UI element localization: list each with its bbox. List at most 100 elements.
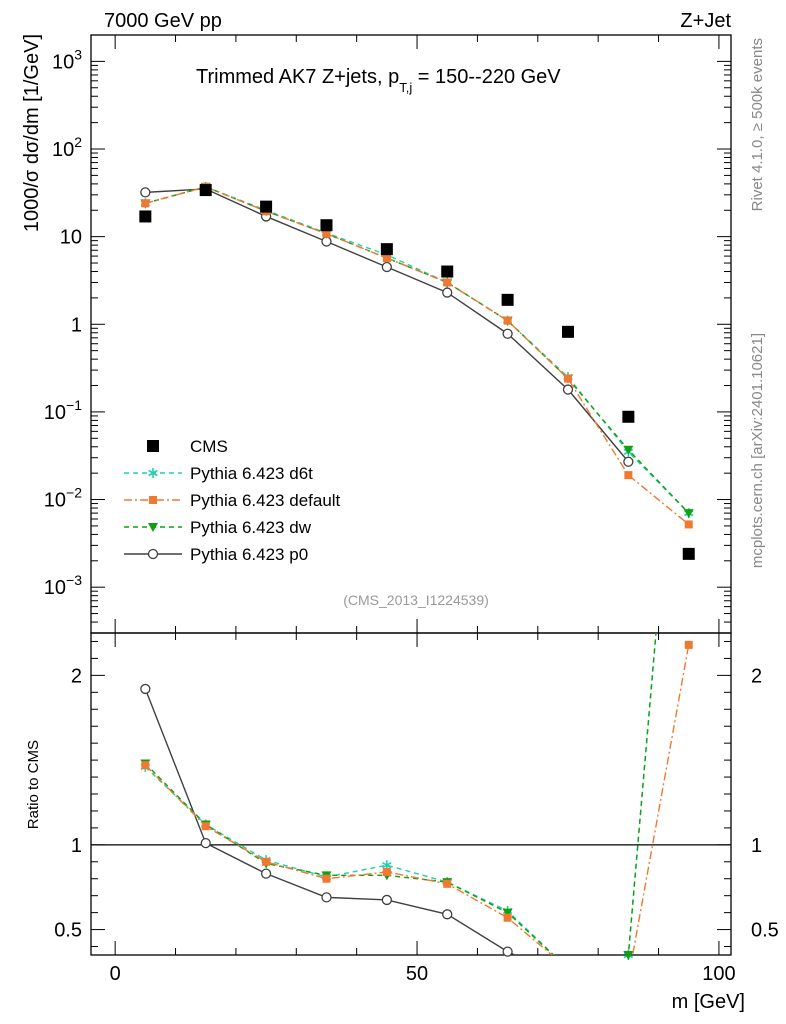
x-tick-label: 100 xyxy=(702,963,735,985)
data-point xyxy=(623,456,634,467)
data-point xyxy=(140,187,151,198)
legend-item: Pythia 6.423 dw xyxy=(124,518,312,537)
data-point xyxy=(562,384,574,395)
data-point xyxy=(201,822,210,831)
title-main: Trimmed AK7 Z+jets, p xyxy=(196,66,399,88)
series-line xyxy=(145,188,629,463)
data-point xyxy=(682,547,695,560)
data-point xyxy=(684,520,693,529)
series-line xyxy=(145,186,690,525)
data-point xyxy=(141,199,150,208)
data-point xyxy=(148,523,158,532)
axis-ticks: 0 50 100 10−3 10−2 10−1 1 10 102 103 0.5 0.5 1 1 2 2 xyxy=(44,34,779,985)
data-point xyxy=(140,683,151,695)
title-sub: T,j xyxy=(399,80,412,95)
main-plot-frame xyxy=(90,34,732,634)
ratio-y-tick-label-right: 1 xyxy=(751,835,762,857)
legend-label: Pythia 6.423 default xyxy=(190,491,341,510)
data-point xyxy=(147,548,159,560)
ratio-y-tick-label-right: 2 xyxy=(751,665,762,687)
data-point xyxy=(502,946,513,957)
data-point xyxy=(683,509,694,519)
data-point xyxy=(622,410,635,423)
data-point xyxy=(501,293,514,306)
data-point xyxy=(322,229,331,238)
data-point xyxy=(321,892,332,903)
data-point xyxy=(260,200,273,213)
data-point xyxy=(199,184,212,197)
data-point xyxy=(380,243,393,256)
title-tail: = 150--220 GeV xyxy=(412,66,561,88)
legend-item: Pythia 6.423 d6t xyxy=(124,464,313,483)
data-point xyxy=(561,325,574,338)
header-right: Z+Jet xyxy=(680,10,731,32)
star-stroke xyxy=(148,469,158,477)
data-point xyxy=(684,640,693,649)
data-point xyxy=(148,468,158,478)
data-point xyxy=(502,908,513,918)
data-point xyxy=(443,879,452,888)
ratio-series-line xyxy=(144,633,657,955)
data-point xyxy=(623,951,634,960)
header-left: 7000 GeV pp xyxy=(104,10,222,32)
data-point xyxy=(563,374,572,383)
data-point xyxy=(382,254,391,263)
ratio-y-tick-label: 1 xyxy=(71,835,82,857)
data-point xyxy=(624,471,633,480)
data-point xyxy=(141,761,150,770)
mcplots-label: mcplots.cern.ch [arXiv:2401.10621] xyxy=(749,333,766,568)
data-point xyxy=(147,440,159,452)
y-tick-label: 102 xyxy=(52,134,82,161)
data-point xyxy=(382,867,391,876)
ratio-y-tick-label-right: 0.5 xyxy=(751,920,779,942)
main-y-label: 1000/σ dσ/dm [1/GeV] xyxy=(21,34,43,232)
data-point xyxy=(381,261,392,273)
legend-item: Pythia 6.423 default xyxy=(124,491,341,510)
legend-label: Pythia 6.423 d6t xyxy=(190,464,313,483)
ratio-series xyxy=(91,633,731,960)
y-tick-label: 103 xyxy=(52,46,82,73)
ratio-y-tick-label: 2 xyxy=(71,665,82,687)
main-series xyxy=(139,181,695,560)
data-point xyxy=(149,496,157,504)
legend-label: Pythia 6.423 p0 xyxy=(190,545,308,564)
y-tick-label: 10−3 xyxy=(44,572,82,599)
legend-item: CMS xyxy=(147,437,228,456)
y-tick-label: 10−2 xyxy=(44,485,82,512)
rivet-label: Rivet 4.1.0, ≥ 500k events xyxy=(749,38,766,211)
data-point xyxy=(320,219,333,232)
data-point xyxy=(441,265,454,278)
data-point xyxy=(503,913,512,922)
y-tick-label: 1 xyxy=(71,314,82,336)
data-point xyxy=(503,316,512,325)
ratio-y-label: Ratio to CMS xyxy=(25,740,42,829)
x-tick-label: 50 xyxy=(406,963,428,985)
analysis-id: (CMS_2013_I1224539) xyxy=(343,592,489,608)
ratio-series-line xyxy=(144,644,690,955)
y-tick-label: 10 xyxy=(60,227,82,249)
legend-label: Pythia 6.423 dw xyxy=(190,518,312,537)
data-point xyxy=(381,894,392,906)
x-tick-label: 0 xyxy=(110,963,121,985)
legend-item: Pythia 6.423 p0 xyxy=(124,545,308,564)
data-point xyxy=(502,328,513,339)
ratio-y-tick-label: 0.5 xyxy=(54,920,82,942)
data-point xyxy=(262,857,271,866)
legend-label: CMS xyxy=(190,437,228,456)
star-stroke xyxy=(382,861,392,869)
data-point xyxy=(442,287,453,298)
y-tick-label: 10−1 xyxy=(44,397,82,424)
ratio-series-line xyxy=(144,633,657,955)
data-point xyxy=(322,874,331,883)
data-point xyxy=(443,278,452,287)
ratio-series-line xyxy=(144,688,517,955)
data-point xyxy=(139,210,152,223)
data-point xyxy=(442,909,453,920)
data-point xyxy=(200,837,211,849)
x-axis-label: m [GeV] xyxy=(672,991,745,1013)
data-point xyxy=(623,445,634,455)
plot-title: Trimmed AK7 Z+jets, pT,j = 150--220 GeV xyxy=(196,66,561,95)
data-point xyxy=(260,868,272,879)
legend: CMS Pythia 6.423 d6t Pythia 6.423 default P… xyxy=(124,437,341,564)
